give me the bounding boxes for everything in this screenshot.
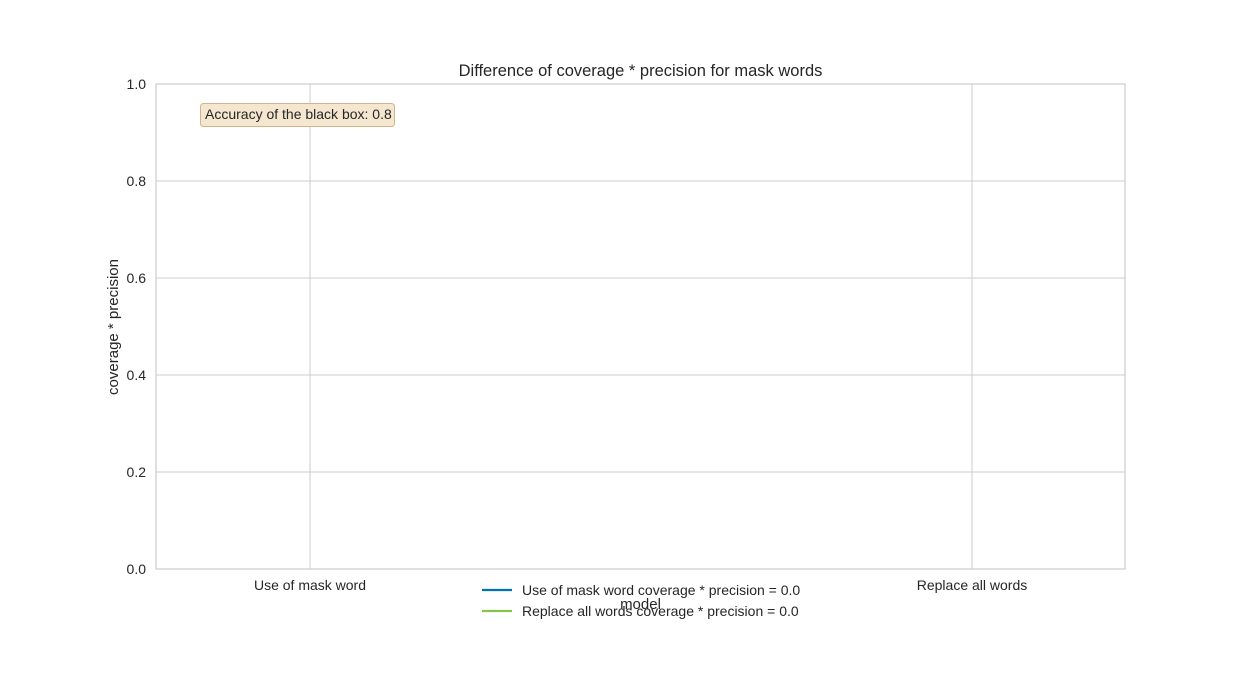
chart-title: Difference of coverage * precision for m… bbox=[459, 62, 823, 80]
y-tick-label: 0.6 bbox=[127, 270, 147, 286]
y-tick-label: 0.4 bbox=[127, 367, 147, 383]
y-axis-ticks: 0.0 0.2 0.4 0.6 0.8 1.0 bbox=[127, 76, 147, 577]
x-axis-label: model bbox=[620, 596, 661, 613]
plot-area bbox=[155, 83, 1126, 570]
grid bbox=[156, 84, 1125, 569]
legend: Use of mask word coverage * precision = … bbox=[482, 582, 800, 619]
annotation-text: Accuracy of the black box: 0.8 bbox=[205, 106, 392, 122]
y-tick-label: 0.2 bbox=[127, 464, 147, 480]
legend-label-use-of-mask-word: Use of mask word coverage * precision = … bbox=[522, 582, 800, 598]
y-axis-label: coverage * precision bbox=[105, 259, 122, 395]
y-tick-label: 0.0 bbox=[127, 561, 147, 577]
y-tick-label: 1.0 bbox=[127, 76, 147, 92]
annotation: Accuracy of the black box: 0.8 bbox=[200, 103, 395, 127]
x-tick-label: Use of mask word bbox=[254, 577, 366, 593]
x-tick-label: Replace all words bbox=[917, 577, 1028, 593]
y-tick-label: 0.8 bbox=[127, 173, 147, 189]
legend-label-replace-all-words: Replace all words coverage * precision =… bbox=[522, 603, 799, 619]
x-axis-ticks: Use of mask word Replace all words bbox=[254, 577, 1027, 593]
annotation-box bbox=[200, 103, 395, 127]
